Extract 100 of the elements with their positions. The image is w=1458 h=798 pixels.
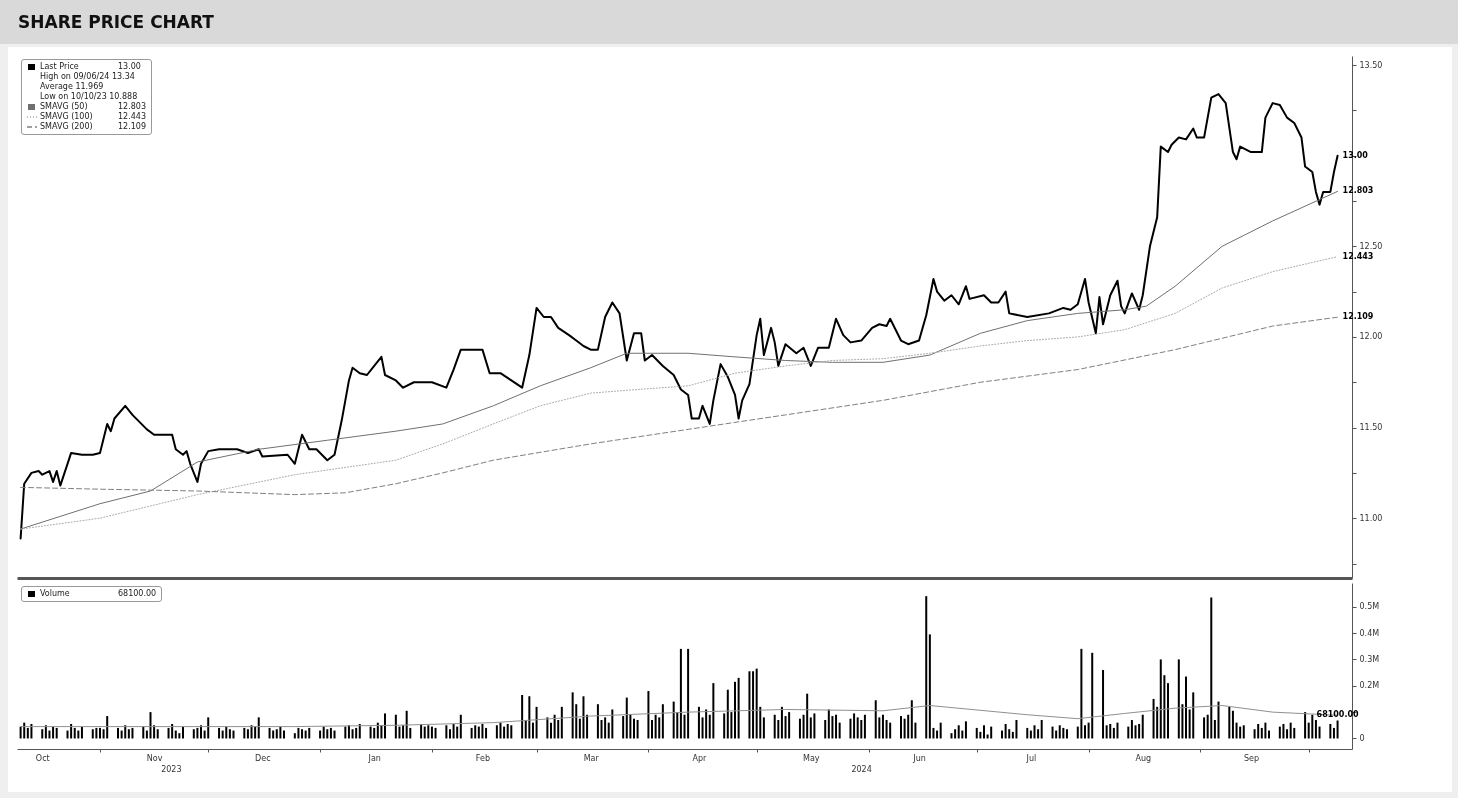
bar (26, 727, 29, 739)
bar (200, 725, 203, 739)
bar (44, 725, 47, 739)
legend-label: SMAVG (100) (40, 112, 94, 122)
bar (207, 717, 210, 739)
bar (1051, 726, 1054, 739)
bar (1134, 725, 1137, 739)
bar (625, 697, 628, 739)
bar (1318, 726, 1321, 739)
bar (737, 677, 740, 739)
bar (225, 726, 228, 739)
x-tick-label: Feb (475, 753, 491, 763)
bar (192, 729, 195, 739)
bar (1062, 727, 1065, 739)
text: 68100.00 (118, 589, 157, 598)
bar (982, 725, 985, 739)
bar (481, 723, 484, 739)
bar (712, 683, 715, 739)
x-tick-label: May (803, 753, 820, 763)
bar (661, 704, 664, 739)
bar (91, 729, 94, 739)
bar (448, 729, 451, 739)
bar (824, 720, 827, 739)
bar (384, 713, 387, 739)
legend-label: SMAVG (50) (40, 102, 89, 112)
bar (149, 712, 152, 739)
bar (156, 729, 159, 739)
annotation: Average 11.969 (40, 82, 104, 92)
annotation: High on 09/06/24 13.34 (40, 72, 135, 82)
bar (1004, 723, 1007, 739)
bar (1239, 726, 1242, 739)
bar (73, 727, 76, 739)
bar (124, 725, 127, 739)
bar (954, 729, 957, 739)
bar (687, 648, 690, 739)
bar (70, 723, 73, 739)
bar (1040, 720, 1043, 739)
bar (726, 689, 729, 739)
bar (445, 725, 448, 739)
bar (402, 725, 405, 739)
bar (957, 725, 960, 739)
bar (1015, 720, 1018, 739)
bar (268, 727, 271, 739)
bar (405, 710, 408, 739)
bar (806, 693, 809, 739)
bar (1116, 722, 1119, 739)
bar (632, 718, 635, 739)
bar (380, 725, 383, 739)
bar (679, 648, 682, 739)
bar (452, 723, 455, 739)
bar (1091, 652, 1094, 739)
bar (604, 717, 607, 739)
bar (773, 714, 776, 739)
bar (1080, 648, 1083, 739)
bar (246, 729, 249, 739)
bar (780, 706, 783, 739)
bar (755, 668, 758, 739)
bar (809, 717, 812, 739)
line-series (20, 256, 1339, 530)
bar (1282, 723, 1285, 739)
bar (1278, 726, 1281, 739)
bar (734, 681, 737, 739)
bar (1213, 720, 1216, 739)
bar (228, 729, 231, 739)
bar (863, 714, 866, 739)
bar (752, 671, 755, 739)
bar (1105, 725, 1108, 739)
bar (849, 718, 852, 739)
bar (1210, 597, 1213, 739)
text: 13.00 (118, 62, 141, 71)
bar (550, 722, 552, 739)
bar (41, 729, 44, 739)
bar (586, 714, 589, 739)
bar (1065, 729, 1068, 739)
x-tick-label: Aug (1135, 753, 1152, 763)
bar (171, 723, 174, 739)
bar (456, 726, 459, 739)
bar (1203, 717, 1206, 739)
bar (903, 718, 906, 739)
bar (1293, 727, 1296, 739)
bar (279, 726, 282, 739)
bar (1109, 723, 1112, 739)
bar (546, 717, 549, 739)
bar (1329, 723, 1332, 739)
bar (856, 717, 859, 739)
bar (835, 714, 838, 739)
bar (1286, 729, 1289, 739)
chart-title: SHARE PRICE CHART (18, 12, 214, 32)
bar (1033, 725, 1036, 739)
bar (322, 726, 325, 739)
y-tick-label: 0.4M (1359, 628, 1380, 638)
y-tick-label: 13.50 (1359, 60, 1383, 70)
bar (430, 726, 433, 739)
x-tick-label: Apr (692, 753, 708, 763)
bar (622, 716, 625, 739)
x-tick-label: Sep (1243, 753, 1260, 763)
y-tick-label: 12.50 (1359, 241, 1383, 251)
bar (131, 727, 134, 739)
bar (889, 722, 892, 739)
bar (611, 709, 614, 739)
